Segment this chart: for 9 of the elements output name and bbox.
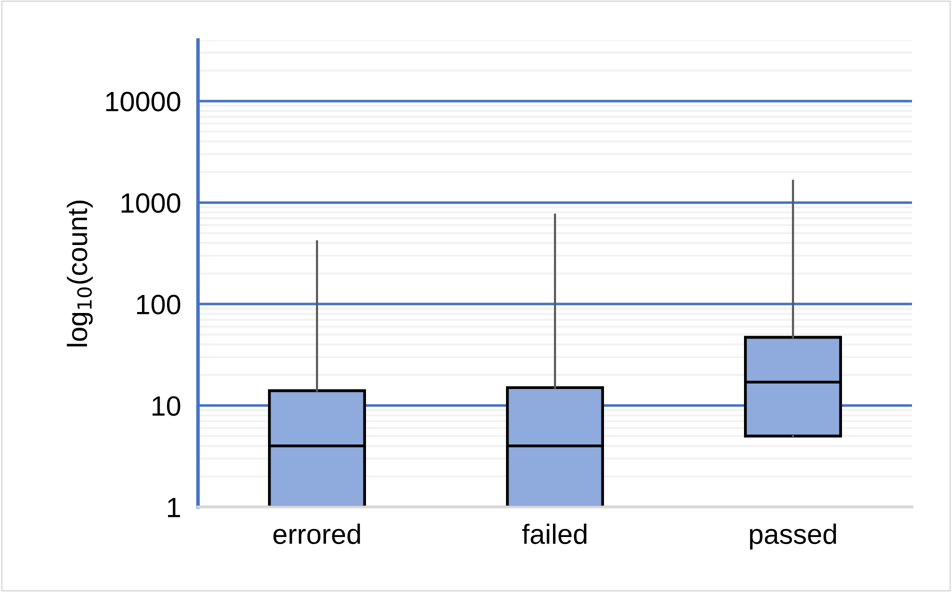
x-tick-label: failed bbox=[522, 524, 586, 544]
y-tick-label: 1 bbox=[168, 498, 180, 518]
y-tick-label: 100 bbox=[137, 294, 180, 314]
x-tick-label: passed bbox=[750, 524, 836, 550]
y-tick-label: 10000 bbox=[106, 92, 180, 112]
y-tick-label: 10 bbox=[152, 396, 180, 416]
y-tick-label: 1000 bbox=[122, 193, 180, 213]
y-axis-title: log$_{10}$(count) bbox=[66, 200, 93, 346]
x-tick-label: errored bbox=[273, 524, 360, 544]
